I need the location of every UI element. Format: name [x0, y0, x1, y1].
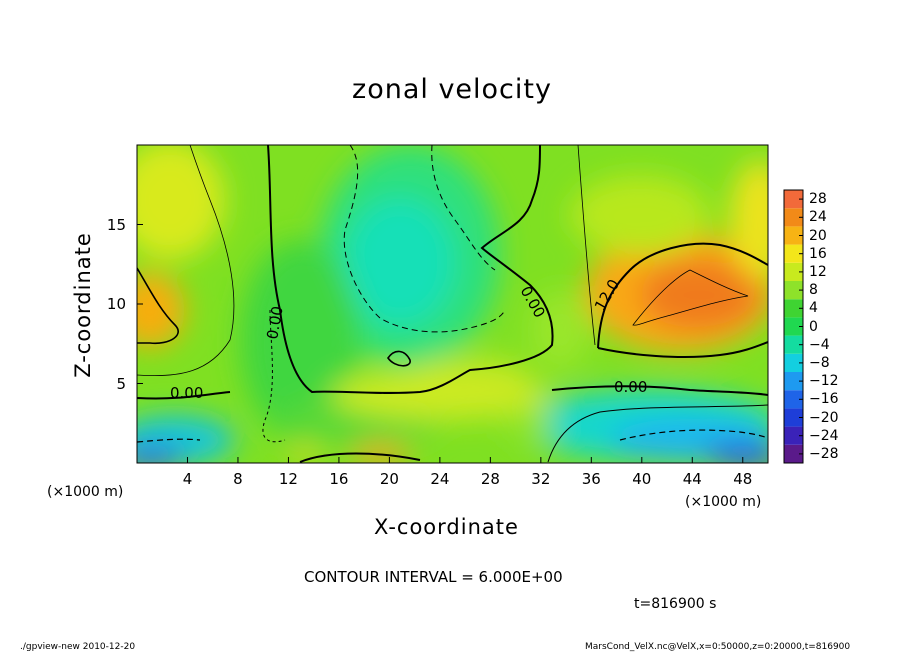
x-tick-label: 36: [581, 470, 601, 488]
x-tick-marks: [186, 457, 744, 463]
colorbar-segment: [784, 190, 803, 209]
x-unit-label-right: (×1000 m): [685, 494, 762, 510]
y-tick-label: 5: [116, 374, 126, 393]
colorbar-segment: [784, 317, 803, 336]
y-axis-label: Z-coordinate: [71, 232, 95, 378]
chart-title: zonal velocity: [352, 74, 552, 105]
colorbar-segment: [784, 353, 803, 372]
colorbar-segment: [784, 262, 803, 281]
contour-interval-text: CONTOUR INTERVAL = 6.000E+00: [304, 568, 563, 586]
colorbar-tick-label: −12: [809, 373, 839, 390]
heatmap-field: [137, 145, 768, 463]
y-tick-label: 10: [106, 295, 126, 313]
colorbar-segment: [784, 408, 803, 427]
x-tick-label: 4: [182, 470, 193, 488]
colorbar-tick-label: 20: [809, 227, 827, 244]
colorbar-segment: [784, 281, 803, 300]
colorbar-tick-label: 28: [809, 191, 827, 208]
colorbar-tick-label: 0: [809, 318, 818, 335]
x-tick-label: 24: [430, 470, 450, 488]
time-stamp: t=816900 s: [634, 596, 717, 612]
x-tick-label: 16: [329, 470, 349, 488]
x-tick-label: 44: [682, 470, 702, 488]
colorbar-tick-label: 24: [809, 209, 827, 226]
x-tick-label: 8: [233, 470, 243, 488]
colorbar-segment: [784, 226, 803, 245]
contour-label: 0.00: [614, 378, 647, 396]
colorbar-tick-label: −8: [809, 354, 830, 371]
colorbar-segment: [784, 390, 803, 409]
footer-right: MarsCond_VelX.nc@VelX,x=0:50000,z=0:2000…: [585, 642, 851, 652]
colorbar-segment: [784, 335, 803, 354]
contour-lines: [137, 145, 768, 463]
x-tick-label: 32: [531, 470, 551, 488]
contour-label-layer: 0.00 0.000.000.00 12.0: [170, 276, 647, 402]
colorbar-segment: [784, 444, 803, 463]
y-tick-marks: [137, 224, 143, 384]
x-unit-label-left: (×1000 m): [47, 484, 124, 500]
colorbar-segment: [784, 244, 803, 263]
colorbar-tick-label: 16: [809, 245, 827, 262]
x-tick-label: 12: [278, 470, 298, 488]
colorbar-tick-label: 8: [809, 282, 818, 299]
colorbar-segment: [784, 372, 803, 391]
colorbar-segment: [784, 208, 803, 227]
colorbar-tick-label: −16: [809, 391, 839, 408]
colorbar-tick-label: −4: [809, 336, 830, 353]
y-tick-label: 15: [106, 215, 126, 234]
contour-label: 0.00: [170, 384, 203, 402]
footer-left: ./gpview-new 2010-12-20: [20, 642, 136, 652]
x-tick-label: 48: [733, 470, 753, 488]
x-tick-label: 20: [379, 470, 399, 488]
colorbar-tick-label: −24: [809, 427, 839, 444]
colorbar-segment: [784, 299, 803, 318]
colorbar-tick-label: −28: [809, 445, 839, 462]
contour-label: 0.00: [263, 305, 287, 341]
colorbar-segment: [784, 426, 803, 445]
colorbar: [783, 189, 804, 464]
colorbar-tick-label: 12: [809, 263, 827, 280]
colorbar-tick-label: 4: [809, 300, 818, 317]
colorbar-tick-label: −20: [809, 409, 839, 426]
x-tick-label: 40: [632, 470, 652, 488]
x-axis-label: X-coordinate: [374, 515, 519, 539]
x-tick-label: 28: [480, 470, 500, 488]
